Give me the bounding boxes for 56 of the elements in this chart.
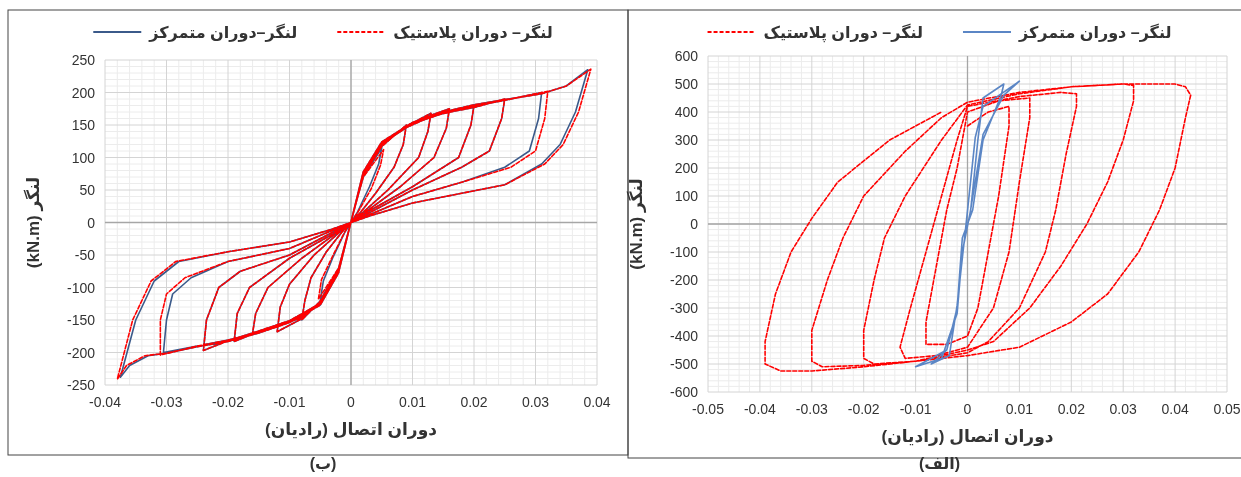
x-tick-label: 0.01 — [398, 394, 427, 410]
legend-label: لنگر– دوران پلاستیک — [393, 23, 553, 43]
x-tick-label: -0.02 — [212, 394, 245, 410]
y-tick-label: 250 — [71, 52, 96, 68]
y-tick-label: 150 — [71, 117, 96, 133]
legend-label: لنگر–دوران متمرکز — [148, 23, 298, 42]
x-tick-label: -0.03 — [150, 394, 183, 410]
x-tick-label: 0.02 — [460, 394, 488, 410]
x-tick-label: -0.03 — [795, 401, 828, 417]
x-tick-label: -0.01 — [273, 394, 306, 410]
y-axis-title: لنگر (kN.m) — [626, 178, 647, 270]
y-tick-label: -50 — [74, 247, 96, 263]
y-tick-label: 400 — [674, 104, 699, 120]
y-tick-label: 500 — [674, 76, 699, 92]
x-tick-label: 0.04 — [583, 394, 611, 410]
y-tick-label: -400 — [669, 328, 699, 344]
y-tick-label: 300 — [674, 132, 699, 148]
y-tick-label: 0 — [87, 214, 96, 231]
y-tick-label: 200 — [71, 84, 96, 101]
text: (الف) — [918, 455, 961, 472]
y-tick-label: 200 — [674, 160, 699, 176]
y-tick-label: -150 — [66, 312, 96, 328]
x-tick-label: 0 — [963, 401, 972, 417]
x-tick-label: 0.02 — [1057, 401, 1086, 417]
x-axis-title: دوران اتصال (رادیان) — [881, 427, 1054, 447]
x-tick-label: 0.01 — [1005, 401, 1034, 417]
line-series — [764, 83, 1192, 372]
text: (ب) — [309, 455, 337, 472]
x-tick-label: 0.05 — [1213, 401, 1241, 417]
y-tick-label: -600 — [669, 384, 699, 400]
x-tick-label: -0.01 — [899, 401, 932, 417]
x-tick-label: 0.04 — [1161, 401, 1189, 417]
y-tick-label: -500 — [669, 356, 699, 372]
x-tick-label: 0.03 — [1109, 401, 1138, 417]
y-tick-label: 100 — [674, 188, 699, 204]
y-tick-label: 50 — [79, 182, 96, 198]
y-tick-label: 600 — [674, 48, 699, 64]
x-tick-label: 0.03 — [521, 394, 550, 410]
y-tick-label: -250 — [66, 377, 96, 393]
x-tick-label: 0 — [347, 394, 356, 410]
x-tick-label: -0.04 — [743, 401, 777, 417]
y-tick-label: 0 — [690, 216, 699, 232]
y-tick-label: -200 — [66, 344, 96, 361]
legend-label: لنگر– دوران پلاستیک — [763, 23, 923, 43]
x-tick-label: -0.05 — [692, 401, 725, 417]
y-tick-label: -200 — [669, 272, 699, 288]
y-tick-label: 100 — [71, 149, 96, 166]
y-tick-label: -300 — [669, 300, 699, 316]
legend-label: لنگر– دوران متمرکز — [1017, 23, 1172, 42]
y-tick-label: -100 — [66, 279, 96, 296]
x-axis-title: دوران اتصال (رادیان) — [265, 420, 438, 440]
x-tick-label: -0.04 — [89, 394, 122, 410]
line-series — [914, 80, 1021, 368]
x-tick-label: -0.02 — [847, 401, 880, 417]
y-axis-title: لنگر (kN.m) — [23, 176, 44, 269]
y-tick-label: -100 — [669, 244, 699, 260]
